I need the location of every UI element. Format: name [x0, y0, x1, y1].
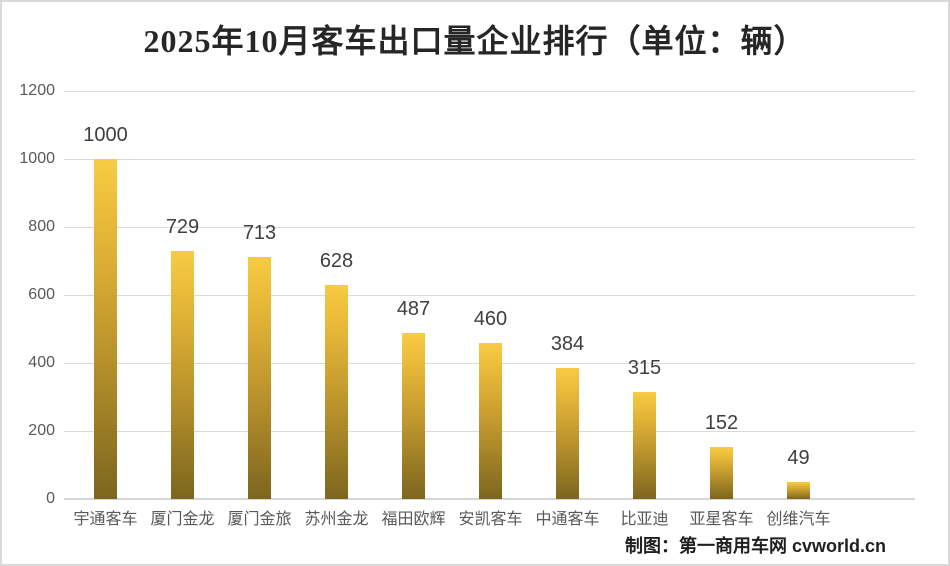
- bar-value-label: 713: [242, 221, 277, 244]
- bar: [325, 285, 348, 499]
- bar-value-label: 315: [627, 356, 662, 379]
- bar-value-label: 49: [787, 447, 810, 470]
- bar: [787, 482, 810, 499]
- bar: [248, 256, 271, 499]
- x-axis-label: 亚星客车: [689, 511, 754, 528]
- x-axis-label: 厦门金龙: [150, 511, 215, 528]
- bar-value-label: 384: [550, 333, 585, 356]
- bar-value-label: 1000: [83, 124, 128, 146]
- x-axis-label: 宇通客车: [73, 511, 138, 528]
- y-axis-tick-label: 600: [28, 286, 55, 303]
- y-axis-tick-label: 1200: [19, 82, 55, 99]
- y-axis-tick-label: 0: [46, 490, 55, 507]
- bar: [402, 333, 425, 499]
- bar-value-label: 460: [473, 307, 508, 330]
- x-axis-label: 中通客车: [535, 511, 600, 528]
- bar: [710, 447, 733, 499]
- y-axis-tick-label: 200: [28, 422, 55, 439]
- bar: [479, 342, 502, 499]
- y-axis-tick-label: 1000: [19, 150, 55, 167]
- y-axis-tick-label: 400: [28, 354, 55, 371]
- chart-title: 2025年10月客车出口量企业排行（单位：辆）: [143, 23, 807, 59]
- bar: [94, 159, 117, 499]
- gridline: [64, 295, 915, 296]
- bar: [633, 391, 656, 499]
- bar: [171, 251, 194, 499]
- bar: [556, 368, 579, 499]
- y-axis-tick-label: 800: [28, 218, 55, 235]
- x-axis-line: [64, 498, 915, 500]
- plot-area: 0 200 400 600 800 1000 1200 1000 729 713 628 487 46…: [19, 83, 915, 528]
- bar-value-label: 628: [319, 250, 354, 273]
- bar-value-label: 487: [396, 298, 431, 321]
- bar-value-label: 729: [165, 216, 200, 239]
- x-axis-label: 苏州金龙: [304, 511, 369, 528]
- x-axis-label: 创维汽车: [766, 511, 831, 528]
- x-axis-label: 安凯客车: [458, 511, 523, 528]
- gridline: [64, 159, 915, 160]
- gridline: [64, 91, 915, 92]
- x-axis-label: 福田欧辉: [381, 511, 446, 528]
- x-axis-label: 厦门金旅: [227, 511, 292, 528]
- gridline: [64, 227, 915, 228]
- credit-text: 制图：第一商用车网 cvworld.cn: [624, 536, 886, 556]
- bar-value-label: 152: [704, 412, 739, 435]
- x-axis-label: 比亚迪: [620, 511, 669, 528]
